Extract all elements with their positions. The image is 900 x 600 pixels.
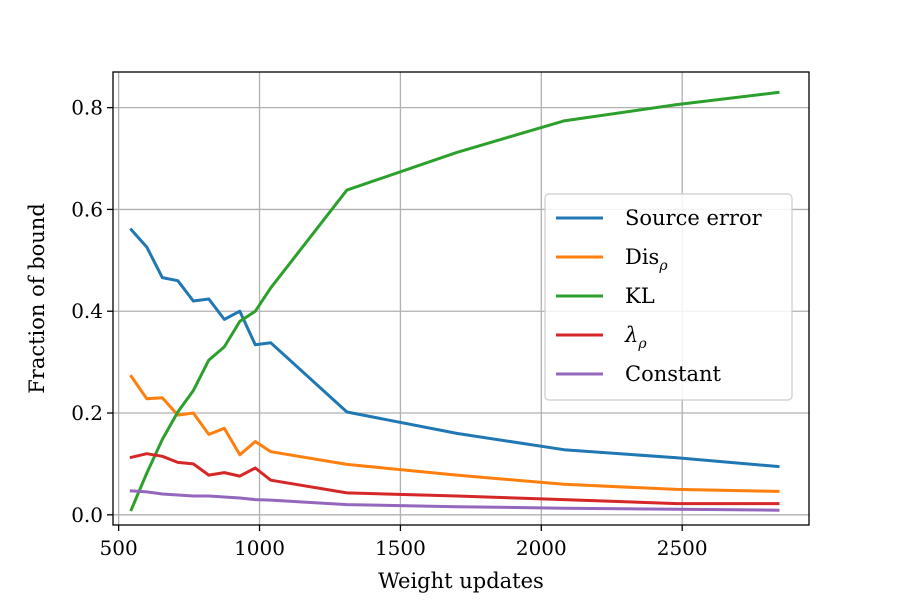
y-tick-label: 0.6 xyxy=(71,197,103,221)
y-tick-label: 0.8 xyxy=(71,96,103,120)
x-tick-label: 2000 xyxy=(516,536,567,560)
y-tick-label: 0.0 xyxy=(71,503,103,527)
legend-label: Source error xyxy=(625,206,763,230)
legend-label: λρ xyxy=(624,323,647,352)
x-tick-label: 500 xyxy=(100,536,138,560)
series-line-1 xyxy=(129,374,780,493)
y-tick-label: 0.4 xyxy=(71,299,103,323)
series-lines xyxy=(129,90,780,512)
x-tick-label: 2500 xyxy=(657,536,708,560)
legend-label: Constant xyxy=(625,362,721,386)
legend-label: KL xyxy=(625,284,655,308)
x-tick-label: 1000 xyxy=(234,536,285,560)
series-line-3 xyxy=(129,452,780,506)
series-line-2 xyxy=(129,90,780,512)
series-line-4 xyxy=(129,489,780,512)
x-axis-label: Weight updates xyxy=(378,569,544,593)
axes-frame xyxy=(112,71,810,526)
legend: Source error Disρ KL λρ Constant xyxy=(544,193,793,401)
series-line-0 xyxy=(129,227,780,469)
legend-label: Disρ xyxy=(625,245,668,274)
axis-ticks: 500 1000 1500 2000 2500 0.0 0.2 0.4 0.6 0.8 xyxy=(71,96,707,560)
y-tick-label: 0.2 xyxy=(71,401,103,425)
y-axis-label: Fraction of bound xyxy=(25,203,49,394)
x-tick-label: 1500 xyxy=(375,536,426,560)
legend-box xyxy=(544,193,793,401)
